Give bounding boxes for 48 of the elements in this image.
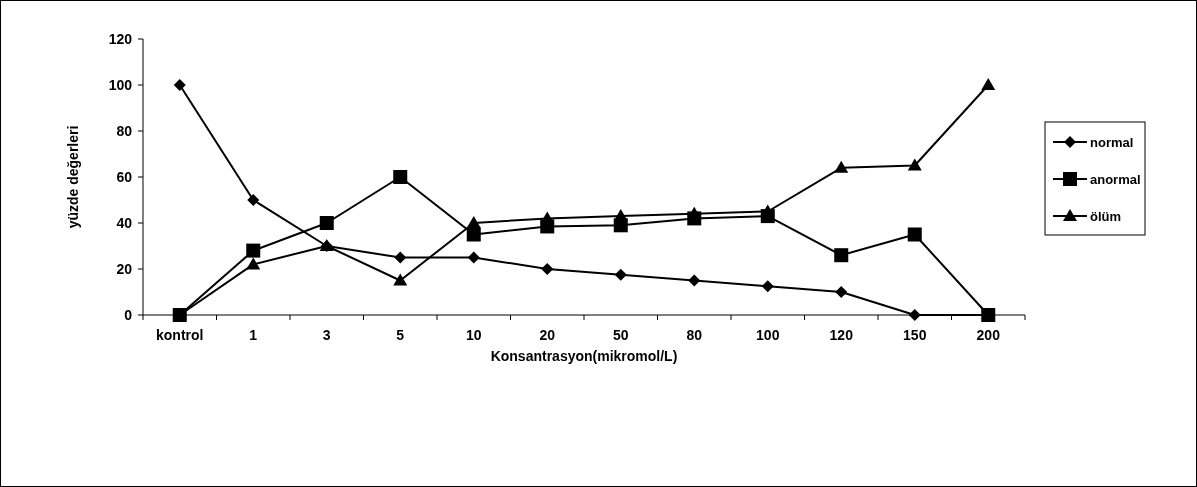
x-tick-label: 3 xyxy=(322,327,331,343)
point xyxy=(319,216,334,230)
point xyxy=(466,216,481,228)
point xyxy=(981,78,996,90)
point xyxy=(614,268,627,281)
x-tick-label: 5 xyxy=(396,327,405,343)
y-tick-label: 120 xyxy=(108,30,133,47)
y-tick-label: 60 xyxy=(116,168,133,185)
point xyxy=(834,248,849,263)
legend-label: ölüm xyxy=(1090,208,1122,224)
point xyxy=(466,227,481,242)
point xyxy=(173,79,186,91)
y-tick-label: 100 xyxy=(108,76,133,93)
point xyxy=(246,243,261,258)
point xyxy=(907,227,922,242)
x-tick-label: kontrol xyxy=(156,327,204,343)
point xyxy=(907,158,922,171)
y-tick-label: 20 xyxy=(116,260,133,277)
y-axis-title: yüzde değerleri xyxy=(65,125,81,229)
x-tick-label: 1 xyxy=(249,327,258,343)
point xyxy=(540,211,555,224)
x-tick-label: 80 xyxy=(686,327,703,343)
y-tick-label: 40 xyxy=(116,214,133,231)
y-tick-label: 80 xyxy=(116,122,133,139)
y-tick-label: 0 xyxy=(124,306,133,323)
point xyxy=(393,170,408,184)
point xyxy=(541,263,554,275)
x-tick-label: 200 xyxy=(976,327,1001,343)
point xyxy=(688,274,701,287)
x-tick-label: 100 xyxy=(756,327,780,343)
point xyxy=(393,273,408,286)
point xyxy=(246,257,261,270)
point xyxy=(247,194,260,206)
x-tick-label: 150 xyxy=(903,327,927,343)
point xyxy=(761,280,774,293)
point xyxy=(834,160,849,173)
point xyxy=(613,209,628,222)
point xyxy=(908,309,921,321)
x-tick-label: 50 xyxy=(612,327,629,343)
point xyxy=(467,251,480,264)
point xyxy=(394,251,407,264)
x-tick-label: 120 xyxy=(829,327,854,343)
x-tick-label: 20 xyxy=(539,327,556,343)
x-axis-title: Konsantrasyon(mikromol/L) xyxy=(490,348,678,364)
x-tick-label: 10 xyxy=(465,327,482,343)
legend-label: normal xyxy=(1090,134,1134,150)
point xyxy=(835,286,848,298)
legend-label: anormal xyxy=(1090,171,1141,187)
